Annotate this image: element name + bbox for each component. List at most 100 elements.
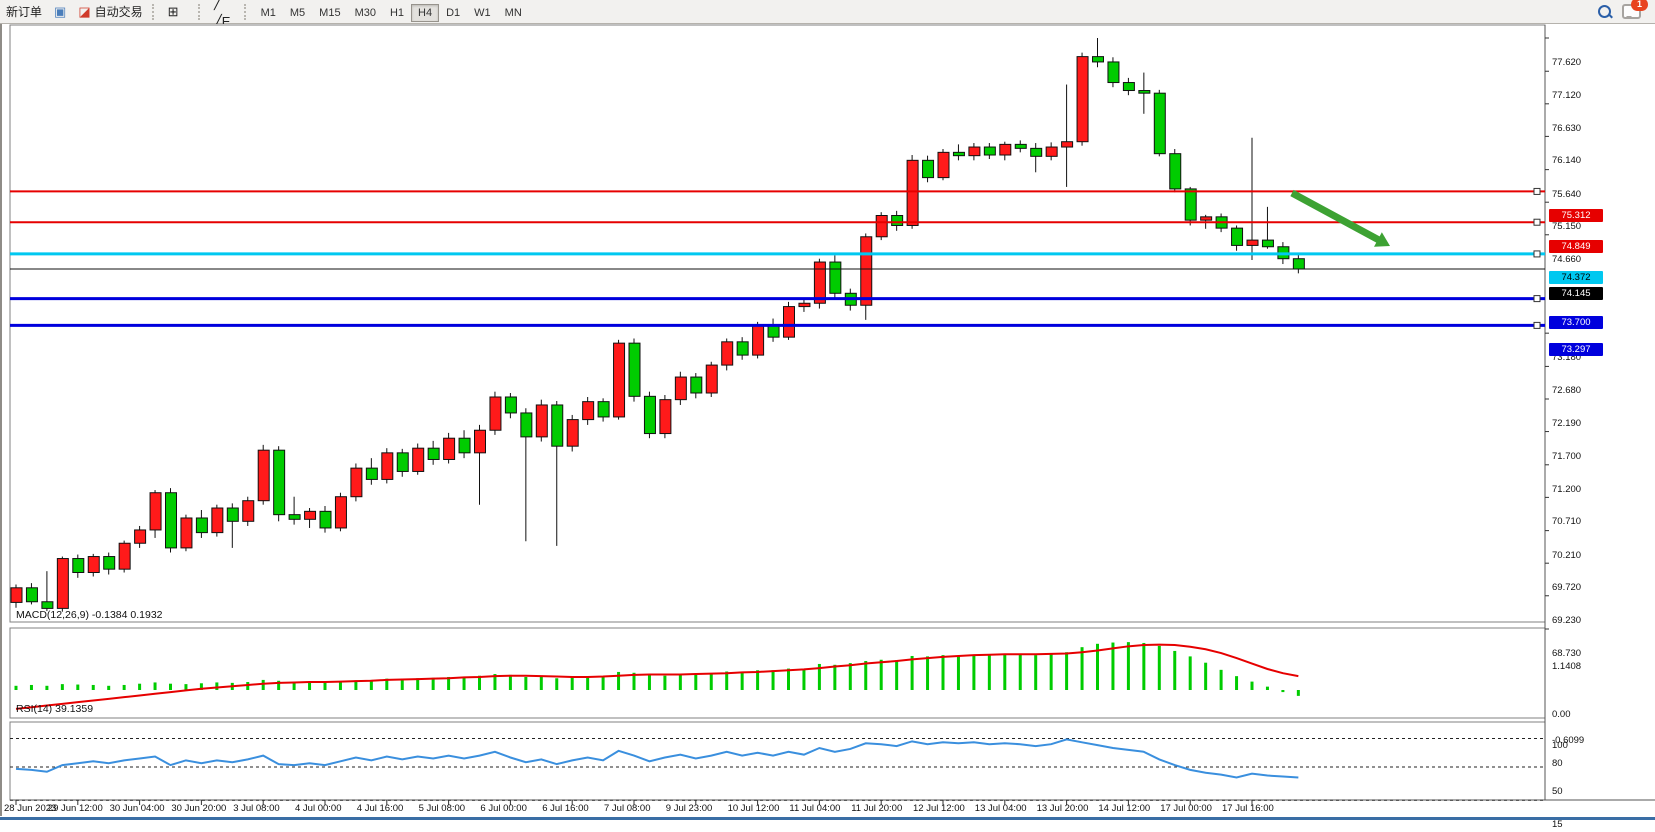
candle-body	[937, 151, 950, 179]
hline-handle[interactable]	[1533, 295, 1541, 303]
hline-price-label: 75.312	[1549, 208, 1603, 222]
candle-body	[566, 419, 579, 447]
auto-trading-button[interactable]: ◪ 自动交易	[72, 0, 148, 23]
candle-body	[551, 404, 564, 447]
candle-body	[1246, 239, 1259, 246]
timeframe-m5-button[interactable]: M5	[289, 6, 306, 19]
new-order-label: 新订单	[6, 5, 43, 19]
candle-body	[968, 146, 981, 157]
candle-body	[87, 556, 100, 573]
annotation-arrow-head[interactable]	[1374, 232, 1390, 247]
candle-body	[690, 376, 703, 394]
hline-handle[interactable]	[1533, 218, 1541, 226]
candle-body	[41, 601, 54, 609]
candle-body	[25, 587, 38, 603]
time-tick-label: 28 Jun 2023	[4, 803, 57, 814]
time-tick-label: 4 Jul 16:00	[356, 803, 404, 814]
candle-body	[350, 467, 363, 498]
candle-body	[458, 437, 471, 454]
candle-body	[118, 542, 131, 570]
time-tick-label: 11 Jul 20:00	[851, 803, 903, 814]
chart-canvas	[9, 24, 1655, 805]
tile-windows-icon: ⊞	[167, 4, 179, 19]
candle-body	[1107, 61, 1120, 84]
candle-body	[922, 159, 935, 179]
candle-body	[134, 529, 147, 544]
candle-body	[72, 558, 85, 573]
candle-body	[1231, 227, 1244, 246]
price-tick-label: 68.730	[1552, 648, 1582, 659]
timeframe-m1-button[interactable]: M1	[260, 6, 276, 19]
notification-badge: 1	[1631, 0, 1648, 11]
new-order-button[interactable]: 新订单	[0, 0, 48, 23]
candle-body	[1076, 56, 1089, 143]
timeframe-h1-button[interactable]: H1	[389, 6, 405, 19]
search-icon[interactable]	[1598, 4, 1613, 19]
rsi-scale-label: 15	[1552, 819, 1563, 831]
candle-body	[597, 401, 610, 418]
candle-body	[1292, 258, 1305, 270]
tile-windows-button[interactable]: ⊞	[162, 2, 195, 21]
candle-body	[1169, 153, 1182, 190]
price-tick-label: 75.150	[1552, 221, 1582, 233]
price-tick-label: 71.200	[1552, 483, 1582, 495]
candle-body	[103, 556, 116, 570]
candle-body	[659, 399, 672, 435]
candle-body	[999, 143, 1012, 156]
terminal-button[interactable]: ▣	[48, 2, 72, 21]
timeframe-mn-button[interactable]: MN	[504, 6, 522, 19]
price-tick-label: 73.180	[1552, 352, 1582, 364]
terminal-icon: ▣	[54, 4, 67, 19]
macd-scale-label: -0.6099	[1552, 734, 1585, 746]
candle-body	[813, 261, 826, 304]
bid-price-label: 74.145	[1549, 286, 1603, 300]
hline-price-label: 74.372	[1549, 271, 1603, 285]
hline-handle[interactable]	[1533, 250, 1541, 258]
candle-body	[180, 517, 193, 549]
candle-body	[10, 587, 23, 603]
candle-body	[1122, 82, 1135, 92]
rsi-scale-label: 80	[1552, 757, 1563, 769]
toolbar-grip	[197, 3, 205, 20]
hline-price-label: 73.297	[1549, 342, 1603, 356]
candle-body	[427, 447, 440, 460]
candle-body	[952, 151, 965, 157]
time-tick-label: 3 Jul 08:00	[233, 803, 280, 814]
timeframe-m30-button[interactable]: M30	[354, 6, 376, 19]
hline-handle[interactable]	[1533, 187, 1541, 195]
annotation-arrow[interactable]	[1290, 189, 1383, 245]
hline-handle[interactable]	[1533, 321, 1541, 329]
candle-body	[195, 517, 208, 534]
candle-body	[226, 507, 239, 522]
timeframe-w1-button[interactable]: W1	[474, 6, 491, 19]
candle-body	[504, 396, 517, 414]
price-tick-label: 76.140	[1552, 155, 1582, 167]
candle-body	[535, 404, 548, 438]
auto-trading-label: 自动交易	[94, 5, 143, 19]
timeframe-h4-button[interactable]: H4	[411, 3, 440, 22]
time-tick-label: 30 Jun 04:00	[109, 803, 165, 814]
candle-body	[1092, 56, 1104, 63]
hline-price-label: 74.849	[1549, 239, 1603, 253]
timeframe-d1-button[interactable]: D1	[446, 6, 461, 19]
macd-label: MACD(12,26,9) -0.1384 0.1932	[16, 609, 163, 621]
candle-body	[319, 510, 332, 529]
candle-body	[983, 146, 996, 156]
candle-body	[1138, 90, 1151, 94]
time-tick-label: 6 Jul 16:00	[542, 803, 589, 814]
candle-body	[798, 302, 811, 308]
candle-body	[783, 306, 795, 338]
timeframe-m15-button[interactable]: M15	[319, 6, 341, 19]
time-tick-label: 17 Jul 16:00	[1222, 803, 1274, 814]
main-pane	[9, 24, 1546, 623]
candle-body	[489, 396, 502, 431]
candle-body	[674, 376, 687, 401]
candle-body	[381, 452, 394, 480]
time-tick-label: 7 Jul 08:00	[604, 803, 651, 814]
trendline-button[interactable]: ╱	[208, 0, 241, 12]
price-tick-label: 69.230	[1552, 614, 1582, 626]
price-tick-label: 77.120	[1552, 90, 1582, 102]
autotrading-icon: ◪	[78, 4, 91, 19]
notifications-button[interactable]: 1	[1622, 0, 1648, 19]
